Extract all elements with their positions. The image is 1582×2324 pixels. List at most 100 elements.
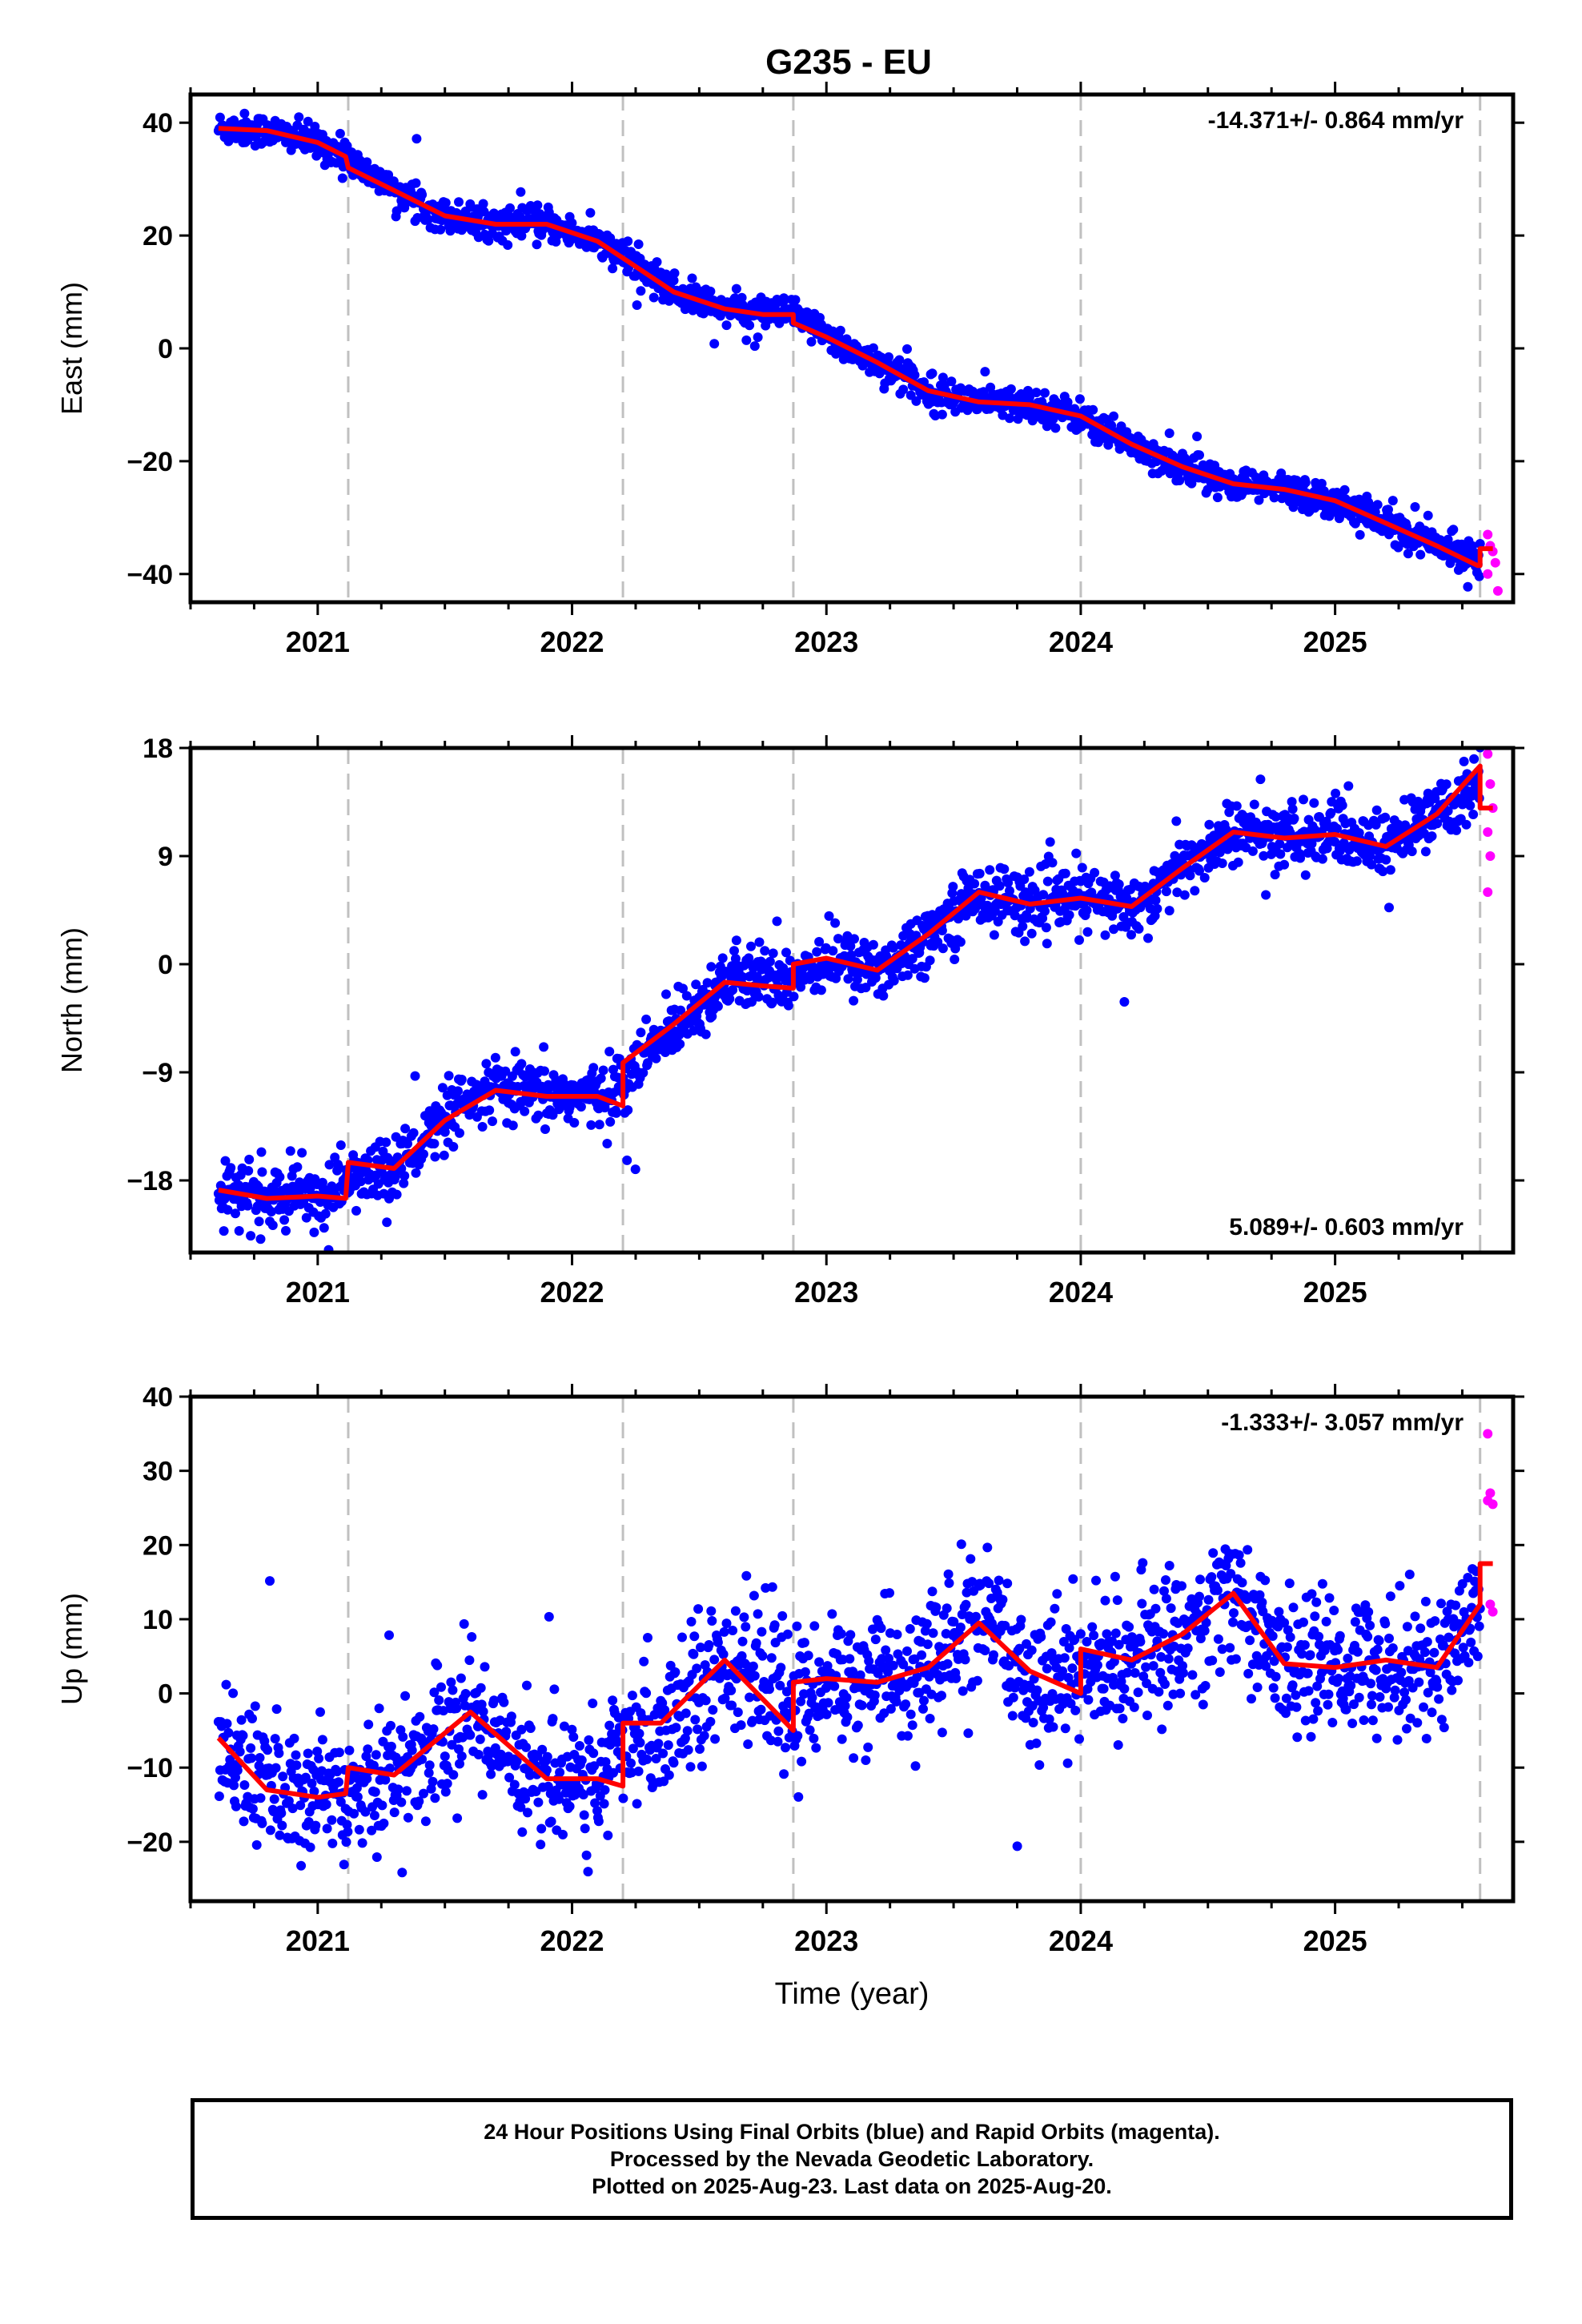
final-orbit-point xyxy=(291,1750,301,1760)
final-orbit-point xyxy=(1060,868,1070,879)
final-orbit-point xyxy=(883,1667,893,1677)
final-orbit-point xyxy=(265,1576,275,1586)
final-orbit-point xyxy=(745,1692,755,1703)
final-orbit-point xyxy=(918,1703,928,1714)
x-tick-label: 2024 xyxy=(1049,1276,1113,1309)
final-orbit-point xyxy=(736,1720,746,1731)
final-orbit-point xyxy=(737,1651,747,1661)
final-orbit-point xyxy=(1074,394,1085,404)
final-orbit-point xyxy=(1279,1618,1290,1628)
final-orbit-point xyxy=(1268,1683,1279,1693)
final-orbit-point xyxy=(814,937,825,947)
final-orbit-point xyxy=(905,1709,916,1719)
final-orbit-point xyxy=(1045,837,1055,847)
final-orbit-point xyxy=(536,1839,546,1850)
final-orbit-point xyxy=(776,1663,786,1673)
final-orbit-point xyxy=(448,1142,459,1152)
final-orbit-point xyxy=(1311,1698,1321,1708)
final-orbit-point xyxy=(247,1753,256,1763)
final-orbit-point xyxy=(1077,862,1087,873)
final-orbit-point xyxy=(849,995,859,1006)
final-orbit-point xyxy=(942,1603,952,1614)
final-orbit-point xyxy=(1102,1629,1112,1639)
final-orbit-point xyxy=(1164,906,1174,916)
final-orbit-point xyxy=(400,1124,411,1134)
rapid-orbit-series xyxy=(1483,529,1503,596)
final-orbit-point xyxy=(902,970,913,980)
final-orbit-point xyxy=(509,1779,520,1790)
final-orbit-point xyxy=(588,1699,598,1708)
final-orbit-point xyxy=(809,1621,820,1631)
final-orbit-point xyxy=(822,1661,833,1671)
final-orbit-point xyxy=(1067,1663,1078,1674)
final-orbit-point xyxy=(1083,1695,1094,1705)
final-orbit-point xyxy=(254,1216,264,1227)
final-orbit-point xyxy=(728,985,738,995)
final-orbit-point xyxy=(1190,886,1200,896)
final-orbit-point xyxy=(612,1737,622,1747)
final-orbit-point xyxy=(630,1164,640,1175)
final-orbit-point xyxy=(1148,1661,1158,1671)
final-orbit-point xyxy=(508,1120,518,1131)
final-orbit-point xyxy=(473,1750,484,1759)
final-orbit-point xyxy=(985,865,995,875)
final-orbit-point xyxy=(749,1590,759,1601)
final-orbit-point xyxy=(464,1655,475,1666)
final-orbit-point xyxy=(1323,1689,1334,1699)
final-orbit-point xyxy=(1016,1614,1026,1625)
final-orbit-point xyxy=(946,376,957,387)
final-orbit-point xyxy=(430,1793,440,1803)
final-orbit-point xyxy=(389,1807,400,1818)
final-orbit-point xyxy=(362,1774,372,1784)
final-orbit-point xyxy=(393,1784,404,1795)
final-orbit-point xyxy=(1133,1687,1143,1698)
final-orbit-point xyxy=(315,1707,325,1717)
final-orbit-point xyxy=(380,1775,391,1785)
final-orbit-point xyxy=(589,1761,600,1771)
final-orbit-point xyxy=(891,1696,901,1707)
final-orbit-point xyxy=(1242,1594,1252,1604)
final-orbit-point xyxy=(1309,798,1319,808)
final-orbit-point xyxy=(721,1618,732,1629)
final-orbit-point xyxy=(681,991,692,1001)
final-orbit-point xyxy=(243,1166,254,1176)
final-orbit-point xyxy=(663,1740,673,1751)
final-orbit-point xyxy=(583,1867,593,1877)
final-orbit-point xyxy=(1226,1569,1236,1579)
final-orbit-point xyxy=(911,396,921,406)
final-orbit-point xyxy=(919,1695,929,1706)
final-orbit-point xyxy=(1040,906,1050,916)
final-orbit-point xyxy=(765,956,775,967)
final-orbit-point xyxy=(1291,1690,1301,1700)
final-orbit-point xyxy=(1288,1602,1299,1613)
final-orbit-point xyxy=(243,1200,253,1211)
final-orbit-point xyxy=(429,1687,440,1698)
final-orbit-point xyxy=(598,1956,608,1965)
final-orbit-point xyxy=(894,355,905,365)
final-orbit-point xyxy=(1122,1667,1133,1678)
final-orbit-point xyxy=(227,1759,237,1769)
final-orbit-point xyxy=(1161,1575,1170,1585)
final-orbit-point xyxy=(1048,1722,1058,1732)
final-orbit-point xyxy=(1058,1637,1069,1647)
final-orbit-point xyxy=(1352,1647,1363,1657)
final-orbit-point xyxy=(643,1633,652,1642)
final-orbit-point xyxy=(1186,478,1197,489)
final-orbit-point xyxy=(611,1108,621,1118)
final-orbit-point xyxy=(1324,1593,1335,1603)
final-orbit-point xyxy=(980,1646,990,1655)
final-orbit-point xyxy=(533,1110,544,1120)
final-orbit-point xyxy=(321,1799,331,1810)
final-orbit-point xyxy=(651,1754,661,1763)
final-orbit-point xyxy=(309,1227,319,1237)
final-orbit-point xyxy=(767,1582,777,1592)
final-orbit-point xyxy=(689,1649,699,1659)
final-orbit-point xyxy=(1321,1616,1331,1626)
final-orbit-point xyxy=(836,1629,846,1639)
final-orbit-point xyxy=(773,1726,784,1736)
final-orbit-point xyxy=(984,1578,994,1589)
plot-area xyxy=(213,748,1498,1252)
final-orbit-point xyxy=(540,1066,549,1076)
final-orbit-point xyxy=(1112,1595,1122,1606)
final-orbit-point xyxy=(1259,850,1269,861)
